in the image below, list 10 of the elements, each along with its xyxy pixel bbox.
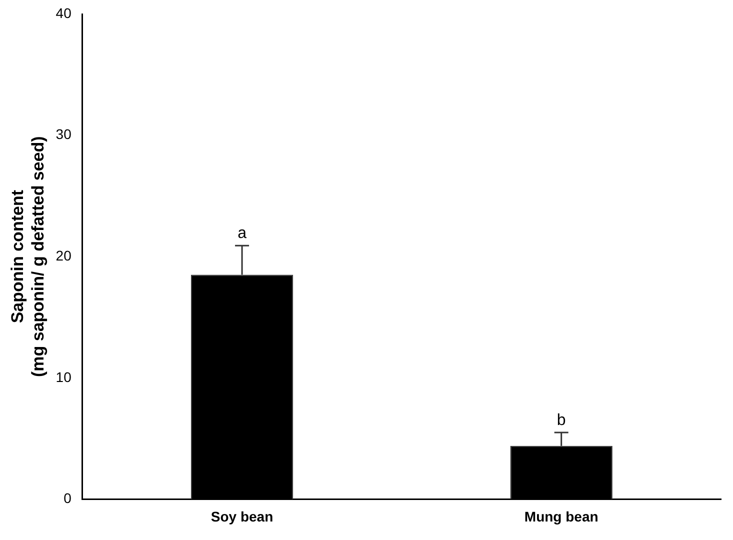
- annotation: a: [238, 225, 247, 242]
- y-tick-label: 0: [64, 490, 72, 506]
- y-tick-label: 40: [56, 4, 72, 21]
- annotation: b: [556, 412, 566, 429]
- x-tick-label: Mung bean: [524, 508, 598, 524]
- x-tick-label: Soy bean: [210, 508, 274, 524]
- y-axis-title: Saponin content (mg saponin/ g defatted seed): [8, 136, 48, 378]
- y-tick-label: 10: [56, 368, 72, 385]
- y-tick-label: 30: [56, 126, 72, 142]
- y-tick-label: 20: [56, 247, 72, 264]
